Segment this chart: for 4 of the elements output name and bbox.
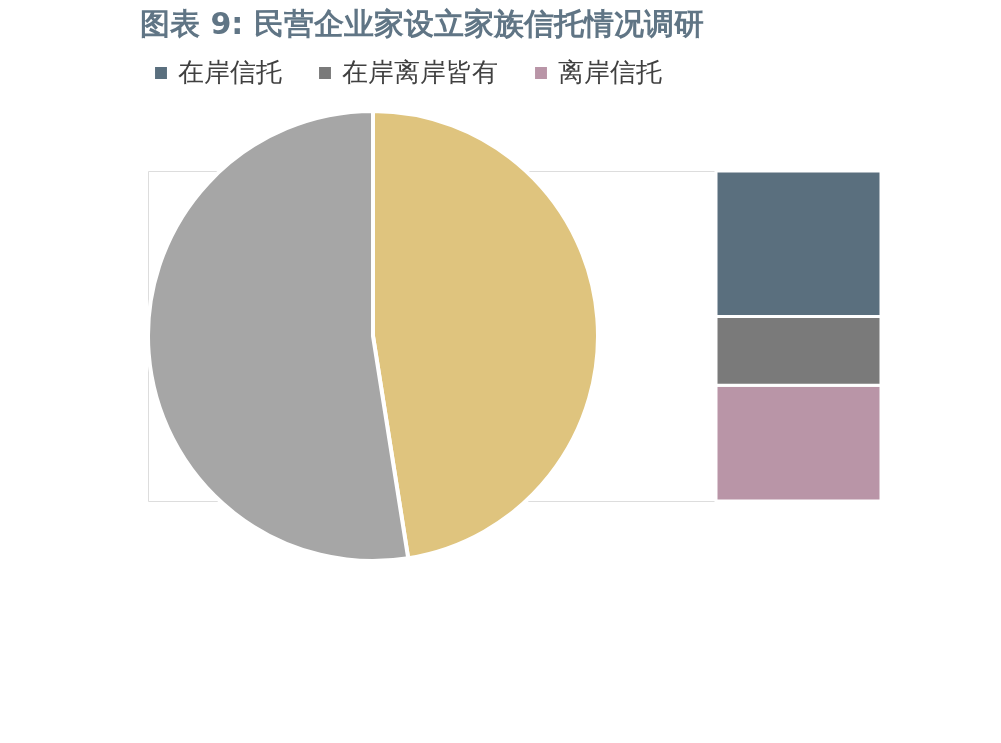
- legend-label: 在岸信托: [178, 57, 282, 87]
- chart-title: 图表 9: 民营企业家设立家族信托情况调研: [140, 6, 704, 41]
- legend-label: 离岸信托: [558, 57, 662, 87]
- legend-label: 在岸离岸皆有: [342, 57, 498, 87]
